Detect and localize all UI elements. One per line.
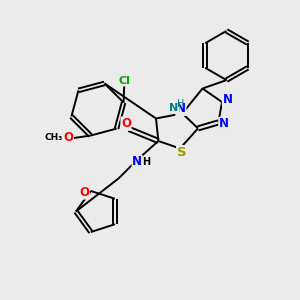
Text: S: S	[177, 146, 186, 159]
Text: CH₃: CH₃	[45, 134, 63, 142]
Text: O: O	[63, 131, 73, 145]
Text: Cl: Cl	[118, 76, 130, 86]
Text: O: O	[79, 186, 89, 199]
Text: O: O	[121, 117, 131, 130]
Text: N: N	[132, 155, 142, 169]
Text: H: H	[142, 157, 150, 167]
Text: H: H	[177, 99, 184, 109]
Text: N: N	[219, 117, 229, 130]
Text: N: N	[176, 102, 186, 116]
Text: N: N	[222, 93, 233, 106]
Text: N: N	[169, 103, 178, 113]
